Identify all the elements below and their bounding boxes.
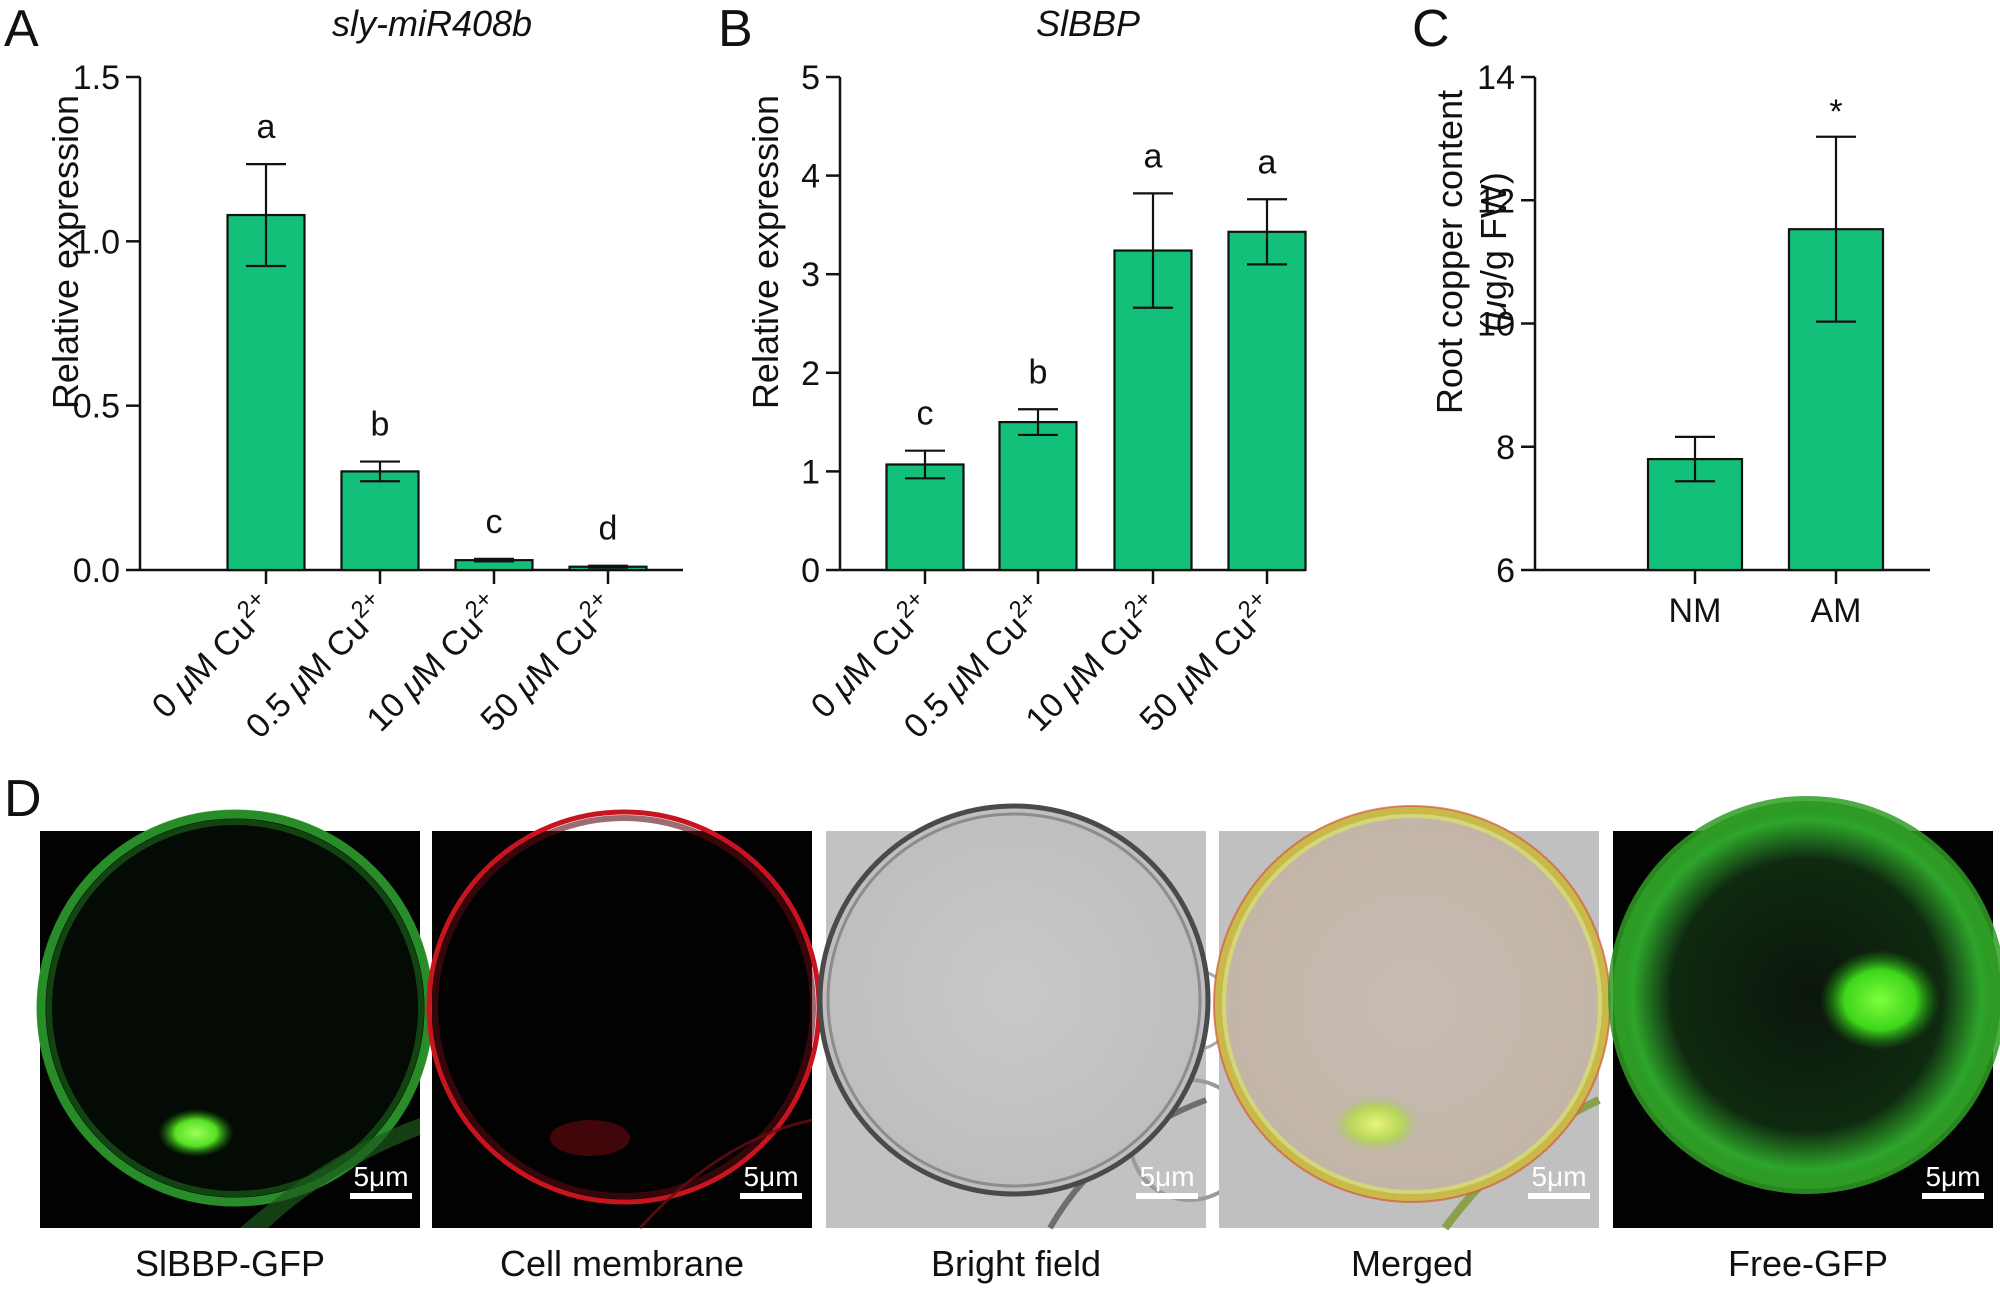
bar: [998, 421, 1078, 572]
y-tick-label: 1.5: [73, 59, 120, 97]
significance-label: b: [371, 406, 390, 444]
significance-label: a: [1258, 143, 1277, 181]
micrograph-slbbp-gfp: 5μm: [36, 809, 434, 1228]
bar: [1227, 230, 1307, 572]
caption-bright-field: Bright field: [931, 1243, 1101, 1284]
significance-label: *: [1829, 93, 1842, 131]
bars-c: *: [1646, 93, 1885, 572]
x-tick-labels-a: 0 μM Cu2+0.5 μM Cu2+10 μM Cu2+50 μM Cu2+: [145, 585, 613, 745]
scale-bar-label: 5μm: [1925, 1161, 1980, 1192]
panel-letter-b: B: [718, 0, 753, 58]
y-tick-label: 1.0: [73, 223, 120, 261]
y-tick-label: 5: [801, 59, 820, 97]
scale-bar-label: 5μm: [743, 1161, 798, 1192]
y-tick-label: 0.0: [73, 552, 120, 590]
bar: [340, 470, 420, 572]
bars-a: a b c d: [226, 108, 648, 572]
micrograph-merged: 5μm: [1213, 805, 1611, 1231]
significance-label: b: [1029, 353, 1048, 391]
x-tick-labels-b: 0 μM Cu2+0.5 μM Cu2+10 μM Cu2+50 μM Cu2+: [804, 585, 1272, 745]
y-tick-label: 0.5: [73, 388, 120, 426]
y-axis-title-c-line2: (μg/g FW): [1473, 172, 1514, 332]
y-tick-label: 12: [1477, 182, 1515, 220]
y-ticks-c: 6 8 10 12 14: [1477, 59, 1930, 590]
microscopy-panel-d: D 5μm SlBBP-GFP 5μm Cell membrane: [4, 770, 2000, 1284]
y-tick-label: 8: [1496, 429, 1515, 467]
y-tick-label: 1: [801, 453, 820, 491]
significance-label: d: [599, 510, 618, 548]
panel-letter-d: D: [4, 770, 42, 828]
y-tick-label: 4: [801, 158, 820, 196]
caption-slbbp-gfp: SlBBP-GFP: [135, 1243, 325, 1284]
panel-letter-a: A: [4, 0, 39, 58]
significance-label: a: [257, 108, 276, 146]
y-tick-label: 0: [801, 552, 820, 590]
caption-cell-membrane: Cell membrane: [500, 1243, 744, 1284]
significance-label: c: [917, 395, 934, 433]
scale-bar-label: 5μm: [353, 1161, 408, 1192]
y-tick-label: 6: [1496, 552, 1515, 590]
x-tick-labels-c: NM AM: [1669, 592, 1862, 630]
significance-label: c: [486, 503, 503, 541]
caption-merged: Merged: [1351, 1243, 1473, 1284]
micrograph-cell-membrane: 5μm: [426, 809, 822, 1230]
y-axis-title-b: Relative expression: [745, 95, 786, 409]
x-tick-label: AM: [1811, 592, 1862, 630]
micrograph-bright-field: 5μm: [817, 803, 1252, 1230]
x-tick-label: NM: [1669, 592, 1722, 630]
bars-b: c b a a: [885, 137, 1307, 572]
y-tick-label: 2: [801, 355, 820, 393]
y-axis-title-c-line1: Root copper content: [1429, 90, 1470, 414]
y-tick-label: 14: [1477, 59, 1515, 97]
y-tick-label: 10: [1477, 306, 1515, 344]
caption-free-gfp: Free-GFP: [1728, 1243, 1888, 1284]
significance-label: a: [1144, 137, 1163, 175]
scale-bar-label: 5μm: [1531, 1161, 1586, 1192]
y-axis-title-a: Relative expression: [45, 95, 86, 409]
bar: [226, 213, 306, 572]
bar: [885, 463, 965, 572]
chart-panel-a: A sly-miR408b Relative expression 0.0 0.5…: [4, 0, 683, 746]
chart-title-a: sly-miR408b: [332, 3, 532, 44]
panel-letter-c: C: [1412, 0, 1450, 58]
y-tick-label: 3: [801, 256, 820, 294]
chart-title-b: SlBBP: [1036, 3, 1140, 44]
scale-bar-label: 5μm: [1139, 1161, 1194, 1192]
micrograph-free-gfp: 5μm: [1608, 796, 2000, 1228]
chart-panel-c: C Root copper content (μg/g FW) 6 8 10 12 14…: [1412, 0, 1930, 630]
